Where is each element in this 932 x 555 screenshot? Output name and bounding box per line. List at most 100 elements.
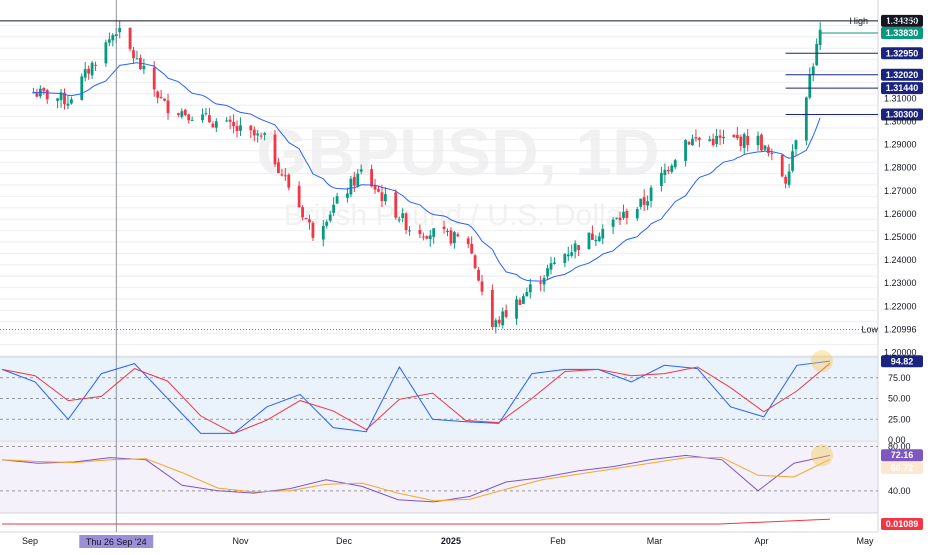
price-level-badge bbox=[881, 14, 923, 27]
price-level-badge bbox=[881, 68, 923, 81]
watermark: GBPUSD, 1D British Pound / U.S. Dollar bbox=[256, 115, 659, 232]
candle-body bbox=[646, 201, 650, 206]
candle-body bbox=[135, 58, 139, 60]
candle-body bbox=[553, 262, 556, 264]
price-tick-label: 1.31000 bbox=[884, 93, 917, 103]
candle-body bbox=[45, 90, 49, 100]
candle-body bbox=[404, 213, 408, 230]
candle-body bbox=[418, 230, 422, 235]
candle-body bbox=[470, 243, 474, 254]
candle-body bbox=[660, 172, 663, 187]
candle-body bbox=[249, 125, 253, 131]
candle-body bbox=[132, 50, 135, 59]
oscillators-layer: 75.00 50.00 25.00 0.00 94.82 80.00 40.00 72.16 6… bbox=[0, 350, 923, 530]
candle-body bbox=[494, 320, 498, 328]
candle-body bbox=[518, 299, 522, 305]
candle-body bbox=[732, 134, 736, 138]
price-tick-label: 1.27000 bbox=[884, 186, 917, 196]
candle-body bbox=[56, 98, 60, 101]
stochastic-value-label: 94.82 bbox=[891, 356, 914, 366]
candle-body bbox=[421, 236, 425, 238]
candle-body bbox=[563, 253, 567, 264]
candle-body bbox=[301, 207, 304, 218]
candle-body bbox=[332, 204, 336, 213]
candle-body bbox=[791, 151, 794, 171]
candle-body bbox=[280, 174, 284, 176]
candle-body bbox=[83, 69, 87, 78]
candle-body bbox=[180, 111, 184, 117]
price-tick-label: 1.22000 bbox=[884, 301, 917, 311]
candle-body bbox=[477, 269, 480, 281]
candle-body bbox=[63, 92, 66, 105]
price-level-label: 1.32020 bbox=[886, 70, 919, 80]
stochastic-tick-label: 50.00 bbox=[888, 394, 911, 404]
time-tick-label: 2025 bbox=[441, 536, 461, 546]
candle-body bbox=[718, 135, 722, 138]
price-level-badge bbox=[881, 26, 923, 39]
candle-body bbox=[490, 289, 494, 327]
candle-body bbox=[663, 169, 667, 175]
rsi-pane-bg bbox=[0, 441, 878, 513]
candle-body bbox=[587, 232, 591, 250]
axes-layer: 1.31000 1.30000 1.29000 1.28000 1.27000 1.260… bbox=[22, 16, 917, 548]
candle-body bbox=[239, 125, 242, 131]
candle-body bbox=[808, 74, 812, 98]
candle-body bbox=[176, 113, 180, 115]
candle-body bbox=[497, 319, 501, 324]
stochastic-highlight-circle bbox=[811, 350, 833, 373]
candle-body bbox=[525, 291, 529, 297]
rsi-tick-label: 40.00 bbox=[888, 486, 911, 496]
stochastic-tick-label: 0.00 bbox=[888, 435, 906, 445]
price-level-badge bbox=[881, 108, 923, 121]
candle-body bbox=[107, 39, 111, 43]
candle-body bbox=[515, 299, 518, 319]
candle-body bbox=[722, 136, 725, 139]
candle-body bbox=[666, 169, 670, 172]
moving-average-line bbox=[33, 62, 821, 282]
candle-body bbox=[522, 296, 525, 304]
candle-body bbox=[622, 211, 625, 219]
price-tick-label: 1.28000 bbox=[884, 163, 917, 173]
high-price-tick: 1.34343 bbox=[884, 16, 917, 26]
bottom-pane-bg bbox=[0, 513, 878, 532]
candle-body bbox=[615, 217, 618, 219]
candle-body bbox=[625, 211, 629, 218]
candle-body bbox=[818, 29, 822, 45]
candle-body bbox=[449, 230, 453, 244]
time-tick-label: May bbox=[856, 536, 874, 546]
candle-body bbox=[156, 91, 160, 98]
rsi-signal-line bbox=[1, 457, 831, 502]
candle-body bbox=[546, 268, 549, 277]
candle-body bbox=[456, 234, 460, 237]
candle-body bbox=[87, 68, 91, 74]
candle-body bbox=[708, 139, 712, 142]
candle-body bbox=[670, 165, 674, 172]
candle-body bbox=[142, 65, 146, 70]
candle-body bbox=[549, 263, 553, 270]
price-level-label: 1.32950 bbox=[886, 48, 919, 58]
candle-body bbox=[601, 228, 605, 239]
bottom-indicator-badge bbox=[881, 518, 923, 530]
candle-body bbox=[111, 34, 115, 41]
time-tick-label: Feb bbox=[550, 536, 566, 546]
rsi-ma-badge bbox=[881, 461, 923, 474]
low-label: Low bbox=[861, 325, 878, 335]
candle-body bbox=[397, 219, 401, 221]
candle-body bbox=[446, 230, 449, 232]
price-level-label: 1.33830 bbox=[886, 28, 919, 38]
candle-body bbox=[80, 76, 84, 100]
candles-layer bbox=[32, 0, 822, 532]
candle-body bbox=[432, 228, 436, 237]
candle-body bbox=[352, 176, 356, 186]
candle-body bbox=[70, 99, 73, 104]
bottom-indicator-line bbox=[2, 518, 831, 525]
candle-body bbox=[297, 185, 301, 208]
high-label: High bbox=[849, 16, 868, 26]
candle-body bbox=[425, 236, 429, 239]
candle-body bbox=[377, 189, 380, 192]
candle-body bbox=[383, 194, 387, 202]
stochastic-value-badge bbox=[881, 355, 923, 368]
rsi-highlight-circle bbox=[811, 444, 833, 467]
time-tick-label: Mar bbox=[647, 536, 663, 546]
